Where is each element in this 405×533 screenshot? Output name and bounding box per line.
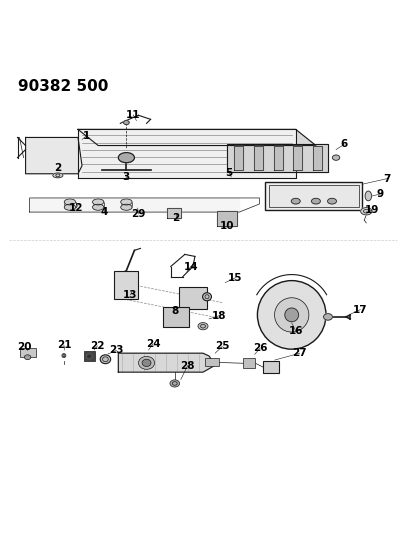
Ellipse shape xyxy=(123,120,129,125)
Bar xyxy=(312,146,321,169)
Text: 17: 17 xyxy=(352,305,367,314)
Ellipse shape xyxy=(138,357,154,369)
Text: 9: 9 xyxy=(376,189,383,199)
Circle shape xyxy=(257,280,325,349)
Text: 7: 7 xyxy=(383,174,390,183)
Ellipse shape xyxy=(120,199,132,205)
Text: 26: 26 xyxy=(252,343,267,353)
Bar xyxy=(273,146,282,169)
Ellipse shape xyxy=(364,191,371,201)
Text: 24: 24 xyxy=(145,339,160,349)
Text: 11: 11 xyxy=(126,110,140,120)
Circle shape xyxy=(284,308,298,322)
Text: 2: 2 xyxy=(54,163,61,173)
Bar xyxy=(162,307,188,327)
Bar xyxy=(114,271,138,299)
Text: 5: 5 xyxy=(225,168,232,178)
Text: 16: 16 xyxy=(288,326,302,336)
Polygon shape xyxy=(227,143,327,172)
Text: 15: 15 xyxy=(228,273,242,283)
Text: 8: 8 xyxy=(171,306,178,316)
Ellipse shape xyxy=(64,199,75,205)
Text: 4: 4 xyxy=(101,207,108,217)
Bar xyxy=(83,351,95,361)
Text: 12: 12 xyxy=(68,203,83,213)
Bar xyxy=(265,182,361,210)
Ellipse shape xyxy=(360,208,371,215)
Text: 29: 29 xyxy=(131,209,145,219)
Text: 19: 19 xyxy=(364,205,379,215)
Text: 20: 20 xyxy=(17,342,32,352)
Ellipse shape xyxy=(323,314,332,320)
Ellipse shape xyxy=(100,355,111,364)
Text: 22: 22 xyxy=(90,341,104,351)
Bar xyxy=(178,287,207,309)
Text: 90382 500: 90382 500 xyxy=(17,79,108,94)
Bar xyxy=(217,211,237,226)
Ellipse shape xyxy=(202,293,211,301)
Ellipse shape xyxy=(120,204,132,210)
Bar xyxy=(234,146,243,169)
Text: 1: 1 xyxy=(82,131,90,141)
Text: 21: 21 xyxy=(57,340,71,350)
Ellipse shape xyxy=(118,152,134,163)
Text: 18: 18 xyxy=(211,311,226,321)
Ellipse shape xyxy=(24,355,31,360)
Text: 25: 25 xyxy=(215,341,229,351)
Ellipse shape xyxy=(92,199,104,205)
Bar xyxy=(263,361,278,373)
Bar xyxy=(254,146,262,169)
Bar xyxy=(205,358,219,367)
Bar xyxy=(268,185,358,207)
Ellipse shape xyxy=(198,322,207,330)
Ellipse shape xyxy=(291,198,299,204)
Text: 27: 27 xyxy=(292,348,306,358)
Bar xyxy=(30,198,239,212)
Text: 23: 23 xyxy=(109,345,124,356)
Polygon shape xyxy=(26,138,82,174)
Ellipse shape xyxy=(62,353,66,358)
Bar xyxy=(166,208,180,218)
Circle shape xyxy=(274,298,308,332)
Ellipse shape xyxy=(86,354,92,359)
Bar xyxy=(19,349,36,357)
Bar xyxy=(293,146,302,169)
Ellipse shape xyxy=(332,155,339,160)
Text: 28: 28 xyxy=(180,361,194,370)
Text: 3: 3 xyxy=(122,172,130,182)
Ellipse shape xyxy=(53,173,63,178)
Polygon shape xyxy=(118,353,215,372)
Bar xyxy=(243,358,255,368)
Polygon shape xyxy=(78,130,315,146)
Ellipse shape xyxy=(311,198,320,204)
Ellipse shape xyxy=(170,380,179,387)
Text: 13: 13 xyxy=(123,290,137,300)
Text: 6: 6 xyxy=(340,139,347,149)
Ellipse shape xyxy=(64,204,75,210)
Ellipse shape xyxy=(92,204,104,210)
Polygon shape xyxy=(78,130,295,178)
Text: 2: 2 xyxy=(172,213,179,223)
Text: 10: 10 xyxy=(220,221,234,231)
Ellipse shape xyxy=(142,359,151,367)
Ellipse shape xyxy=(327,198,336,204)
Text: 14: 14 xyxy=(183,262,198,271)
